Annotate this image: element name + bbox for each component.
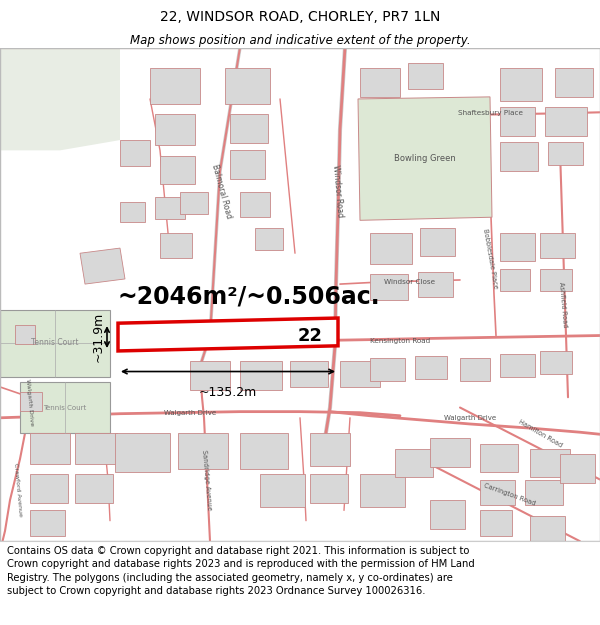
Bar [30, 474, 68, 503]
Bar [500, 232, 535, 261]
Bar [360, 474, 405, 508]
Bar [240, 433, 288, 469]
Text: Bowling Green: Bowling Green [394, 154, 456, 163]
Text: Carrington Road: Carrington Road [484, 483, 536, 507]
Bar [545, 107, 587, 136]
Text: 22: 22 [298, 326, 323, 344]
Text: Tennis Court: Tennis Court [31, 338, 79, 348]
Bar [530, 516, 565, 541]
Bar [180, 191, 208, 214]
Bar [540, 232, 575, 258]
Text: Kensington Road: Kensington Road [370, 338, 430, 344]
Text: Walgarth Drive: Walgarth Drive [164, 409, 216, 416]
Bar [310, 433, 350, 466]
Text: Walgarth Drive: Walgarth Drive [25, 379, 35, 426]
Bar [260, 474, 305, 508]
Text: Windsor Close: Windsor Close [385, 279, 436, 285]
Bar [500, 269, 530, 291]
Bar [480, 511, 512, 536]
Bar [408, 63, 443, 89]
Polygon shape [0, 48, 120, 151]
Bar [255, 228, 283, 250]
Bar [190, 361, 230, 390]
Bar [525, 479, 563, 505]
Bar [500, 68, 542, 101]
Bar [120, 140, 150, 166]
Bar [480, 444, 518, 472]
Bar [418, 272, 453, 298]
Bar [420, 228, 455, 256]
Bar [240, 361, 282, 390]
Text: Tennis Court: Tennis Court [43, 404, 86, 411]
Bar [340, 361, 380, 387]
Bar [0, 310, 110, 377]
Bar [500, 354, 535, 377]
Bar [30, 511, 65, 536]
Bar [75, 433, 117, 464]
Text: Hamilton Road: Hamilton Road [517, 418, 563, 448]
Bar [370, 358, 405, 381]
Bar [460, 358, 490, 381]
Bar [290, 361, 328, 387]
Bar [310, 474, 348, 503]
Text: Walgarth Drive: Walgarth Drive [444, 415, 496, 421]
Text: Balmoral Road: Balmoral Road [211, 163, 233, 220]
Text: ~135.2m: ~135.2m [199, 386, 257, 399]
Text: 22, WINDSOR ROAD, CHORLEY, PR7 1LN: 22, WINDSOR ROAD, CHORLEY, PR7 1LN [160, 11, 440, 24]
Bar [155, 197, 185, 219]
Bar [15, 325, 35, 344]
Text: Sandridge Avenue: Sandridge Avenue [202, 449, 212, 510]
Text: Shaftesbury Place: Shaftesbury Place [458, 111, 523, 116]
Polygon shape [358, 97, 492, 220]
Bar [160, 156, 195, 184]
Bar [560, 454, 595, 482]
Bar [555, 68, 593, 97]
Text: ~2046m²/~0.506ac.: ~2046m²/~0.506ac. [118, 284, 380, 308]
Text: Crawford Avenue: Crawford Avenue [13, 462, 23, 517]
Bar [540, 351, 572, 374]
Bar [230, 151, 265, 179]
Bar [120, 202, 145, 222]
Text: Map shows position and indicative extent of the property.: Map shows position and indicative extent… [130, 34, 470, 48]
Bar [225, 68, 270, 104]
Bar [500, 107, 535, 136]
Text: Bobblesdale Place: Bobblesdale Place [482, 228, 498, 289]
Polygon shape [80, 248, 125, 284]
Bar [20, 382, 110, 433]
Bar [178, 433, 228, 469]
Bar [30, 433, 70, 464]
Text: Windsor Road: Windsor Road [331, 165, 345, 218]
Bar [150, 68, 200, 104]
Bar [430, 500, 465, 529]
Bar [530, 449, 570, 478]
Bar [540, 269, 572, 291]
Bar [370, 232, 412, 264]
Bar [360, 68, 400, 97]
Bar [155, 114, 195, 145]
Bar [548, 142, 583, 165]
Bar [370, 274, 408, 299]
Bar [500, 142, 538, 171]
Bar [75, 474, 113, 503]
Bar [395, 449, 433, 478]
Text: ~31.9m: ~31.9m [92, 312, 105, 362]
Bar [480, 479, 515, 505]
Text: Ashfield Road: Ashfield Road [558, 282, 568, 328]
Bar [115, 433, 170, 472]
Bar [415, 356, 447, 379]
Bar [160, 232, 192, 258]
Text: Contains OS data © Crown copyright and database right 2021. This information is : Contains OS data © Crown copyright and d… [7, 546, 475, 596]
Bar [20, 392, 42, 411]
Bar [230, 114, 268, 143]
Polygon shape [118, 318, 338, 351]
Bar [430, 438, 470, 467]
Bar [240, 191, 270, 218]
